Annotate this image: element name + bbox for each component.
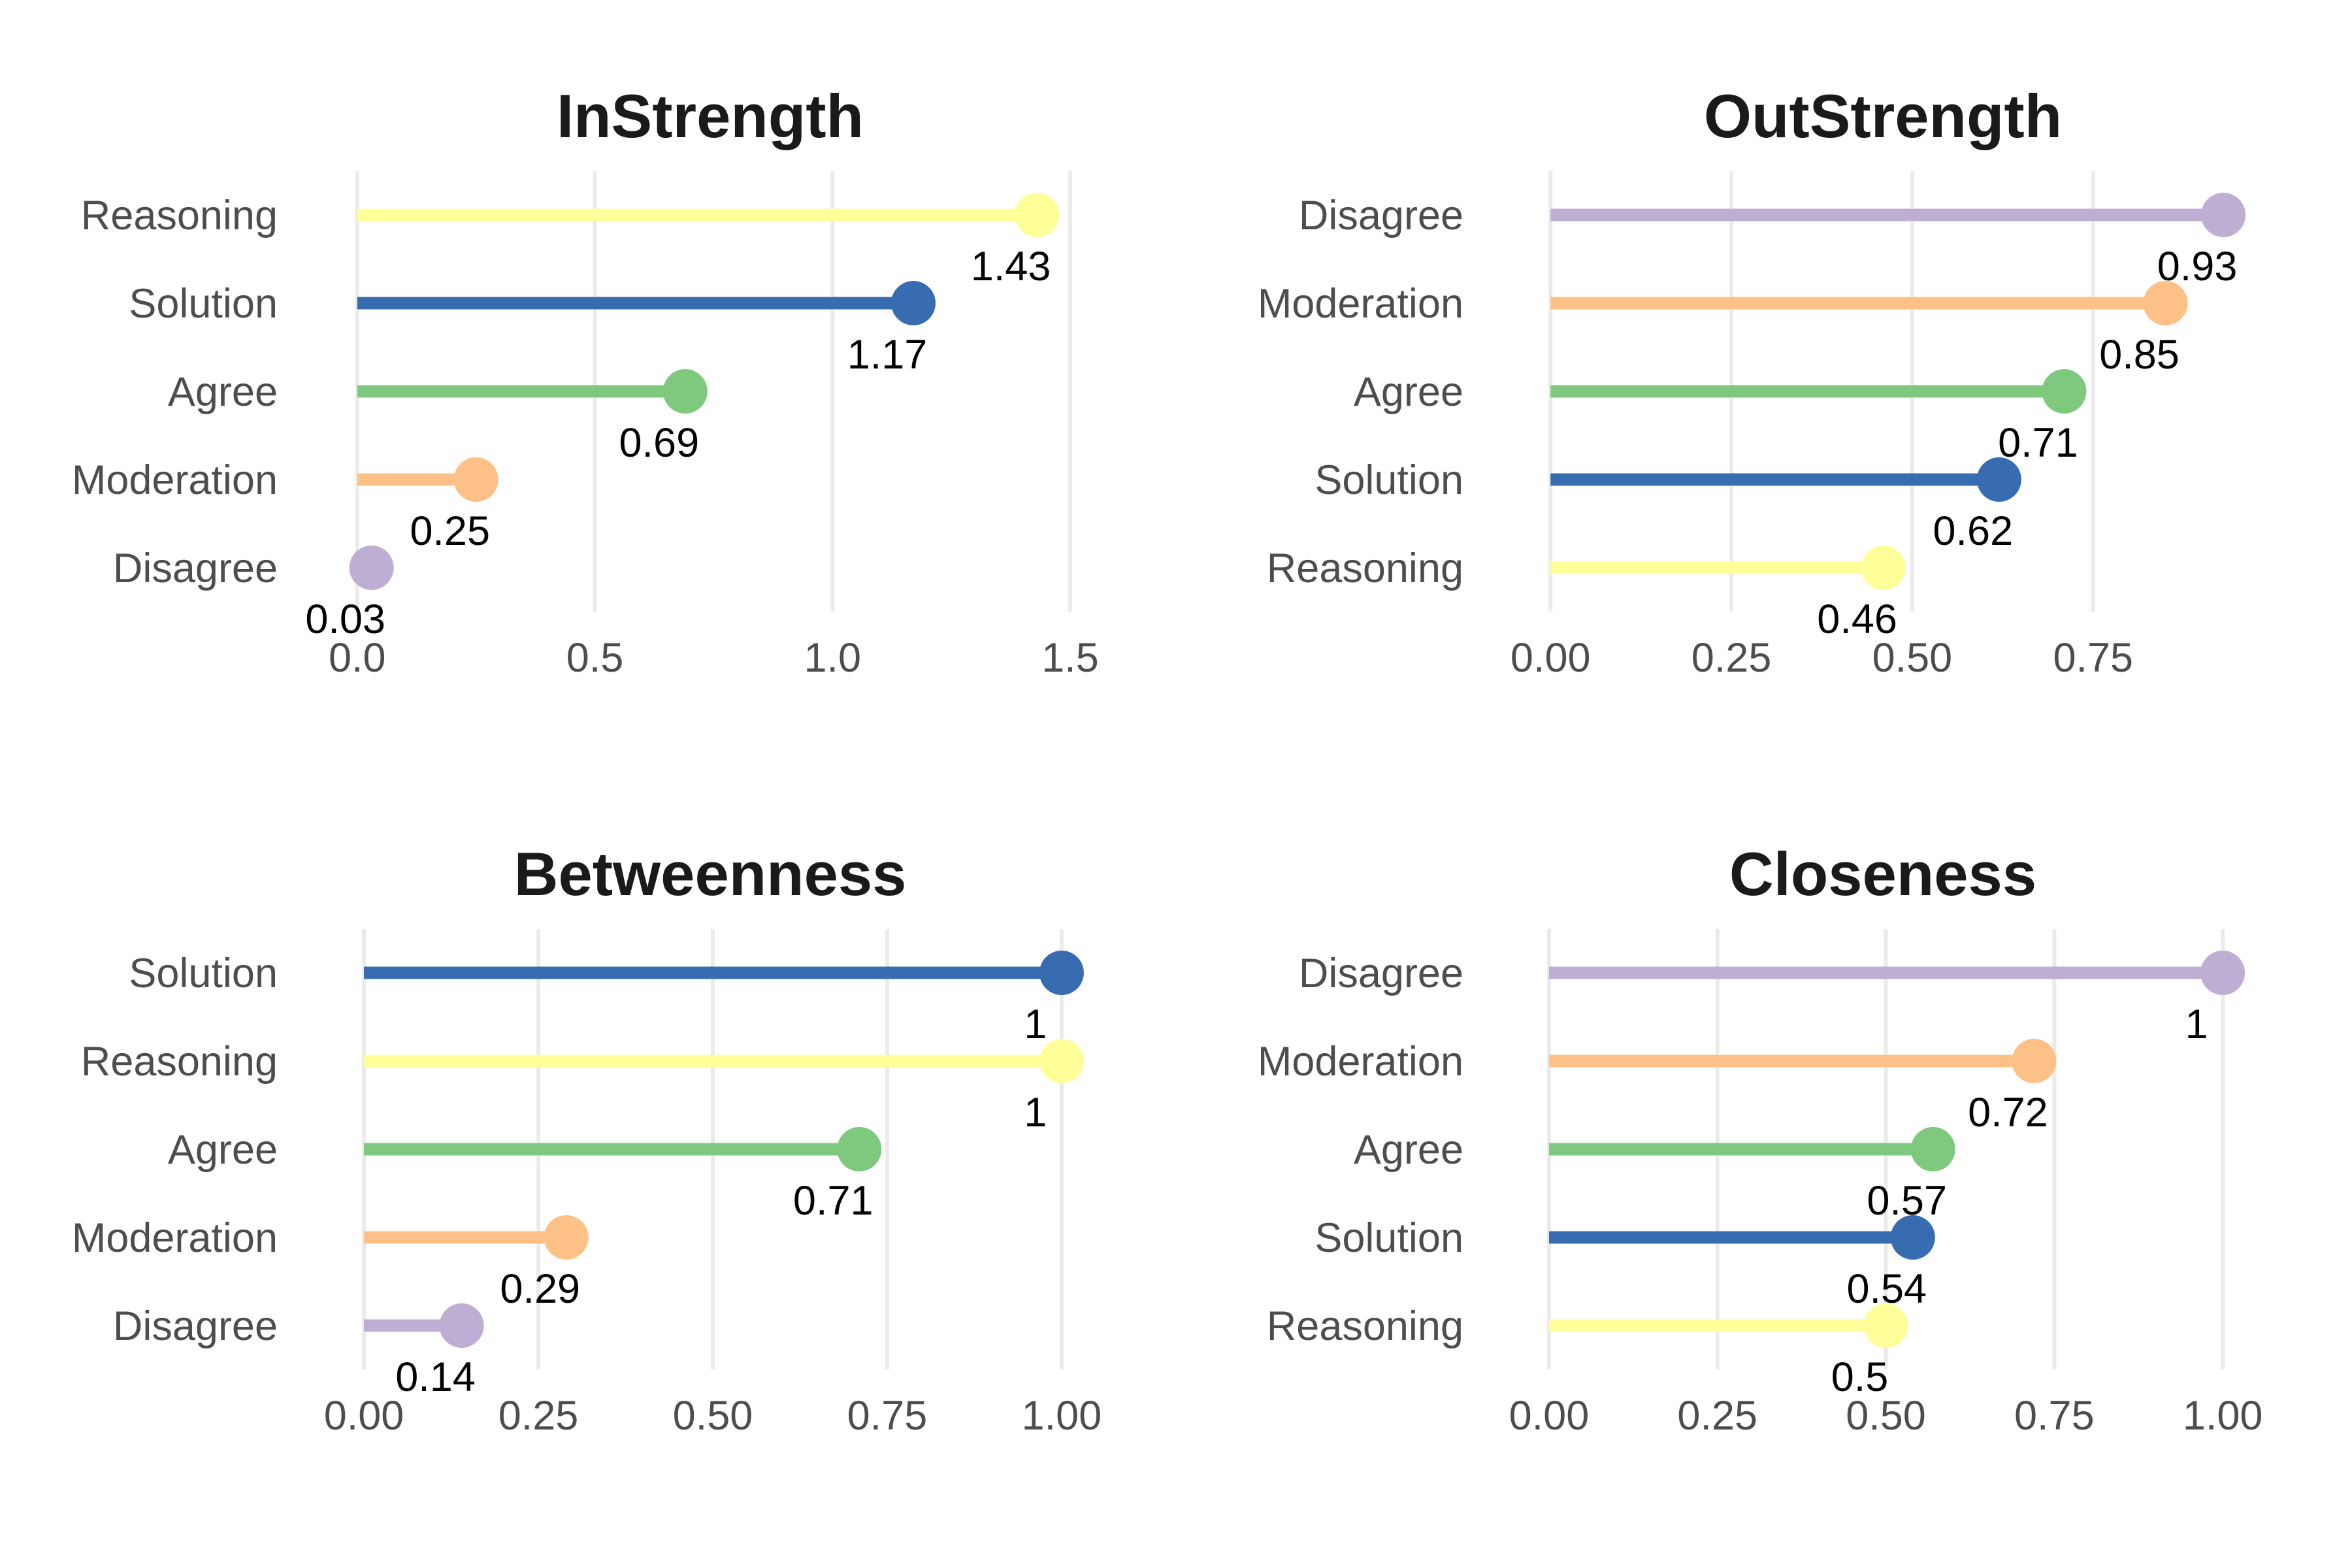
panel-instrength: 0.0 0.5 1.0 1.5 InStrength Reasoning 1.43 Solut… (72, 82, 1099, 681)
x-tick-label: 0.25 (498, 1393, 579, 1439)
lollipop-point-solution (1890, 1215, 1935, 1260)
lollipop-point-disagree (2200, 951, 2246, 995)
panel-outstrength: 0.00 0.25 0.50 0.75OutStrengthDisagree0.93M… (1258, 82, 2246, 681)
category-label: Solution (129, 951, 278, 996)
lollipop-point-moderation (453, 457, 498, 502)
category-label: Moderation (72, 457, 278, 503)
value-label: 1 (2185, 1002, 2208, 1047)
value-label: 1 (1024, 1090, 1047, 1135)
lollipop-point-agree (662, 369, 708, 414)
x-tick-label: 1.5 (1041, 635, 1099, 681)
category-label: Agree (168, 369, 278, 415)
x-tick-label: 1.00 (2183, 1393, 2263, 1439)
value-label: 0.14 (395, 1354, 476, 1400)
lollipop-point-reasoning (1863, 1303, 1908, 1348)
lollipop-point-reasoning (1039, 1039, 1084, 1083)
x-tick-label: 0.00 (324, 1393, 404, 1439)
category-label: Reasoning (81, 1039, 278, 1085)
category-label: Moderation (1258, 281, 1463, 327)
x-tick-label: 0.00 (1511, 635, 1591, 681)
panel-betweenness: 0.00 0.25 0.50 0.75 1.00 Betweenness Solution 1… (72, 840, 1102, 1439)
x-tick-label: 1.0 (804, 635, 862, 681)
value-label: 0.72 (1968, 1090, 2048, 1135)
lollipop-point-solution (1976, 457, 2021, 502)
x-tick-label: 0.75 (2053, 635, 2133, 681)
value-label: 0.71 (793, 1178, 874, 1224)
category-label: Agree (168, 1127, 278, 1173)
value-label: 0.62 (1933, 508, 2013, 554)
x-tick-label: 0.50 (1872, 635, 1953, 681)
category-label: Moderation (1258, 1039, 1463, 1085)
category-label: Disagree (113, 546, 278, 591)
x-tick-label: 0.75 (847, 1393, 928, 1439)
category-label: Solution (129, 281, 278, 327)
x-tick-label: 0.50 (1846, 1393, 1926, 1439)
lollipop-point-moderation (2012, 1039, 2057, 1083)
x-tick-label: 0.50 (673, 1393, 753, 1439)
category-label: Disagree (1299, 951, 1463, 996)
category-label: Agree (1354, 369, 1463, 415)
category-label: Reasoning (81, 193, 278, 238)
x-tick-label: 1.00 (1022, 1393, 1102, 1439)
lollipop-point-disagree (439, 1303, 484, 1348)
value-label: 1.43 (971, 244, 1051, 289)
lollipop-point-agree (837, 1127, 882, 1171)
x-tick-label: 0.0 (329, 635, 386, 681)
lollipop-point-reasoning (1015, 193, 1060, 237)
value-label: 0.46 (1817, 596, 1897, 642)
panel-closeness: 0.00 0.25 0.50 0.75 1.00 Closeness Disagree 1 Mo… (1258, 840, 2263, 1439)
x-tick-label: 0.75 (2014, 1393, 2095, 1439)
panel-title: InStrength (557, 82, 864, 150)
category-label: Solution (1315, 1215, 1463, 1261)
panel-title: Closeness (1729, 840, 2036, 908)
lollipop-point-moderation (544, 1215, 589, 1260)
lollipop-point-agree (2042, 369, 2087, 414)
value-label: 0.71 (1998, 420, 2078, 466)
lollipop-point-disagree (349, 546, 394, 590)
category-label: Disagree (1299, 193, 1463, 238)
value-label: 0.5 (1831, 1354, 1889, 1400)
value-label: 0.29 (500, 1266, 580, 1312)
lollipop-point-agree (1910, 1127, 1955, 1171)
value-label: 1 (1024, 1002, 1047, 1047)
lollipop-point-solution (1039, 951, 1084, 995)
value-label: 0.03 (305, 596, 385, 642)
lollipop-point-moderation (2143, 281, 2188, 325)
lollipop-point-reasoning (1861, 546, 1906, 590)
x-tick-label: 0.25 (1677, 1393, 1757, 1439)
category-label: Reasoning (1267, 1303, 1463, 1349)
value-label: 0.85 (2099, 332, 2180, 378)
lollipop-point-solution (891, 281, 936, 325)
value-label: 1.17 (847, 332, 928, 378)
x-tick-label: 0.5 (566, 635, 624, 681)
panel-title: OutStrength (1704, 82, 2062, 150)
value-label: 0.25 (410, 508, 490, 554)
lollipop-point-disagree (2201, 193, 2246, 237)
category-label: Disagree (113, 1303, 278, 1349)
x-tick-label: 0.25 (1691, 635, 1772, 681)
panel-title: Betweenness (514, 840, 907, 908)
value-label: 0.69 (619, 420, 699, 466)
category-label: Agree (1354, 1127, 1463, 1173)
category-label: Reasoning (1267, 546, 1463, 591)
category-label: Solution (1315, 457, 1463, 503)
category-label: Moderation (72, 1215, 278, 1261)
x-tick-label: 0.00 (1509, 1393, 1590, 1439)
